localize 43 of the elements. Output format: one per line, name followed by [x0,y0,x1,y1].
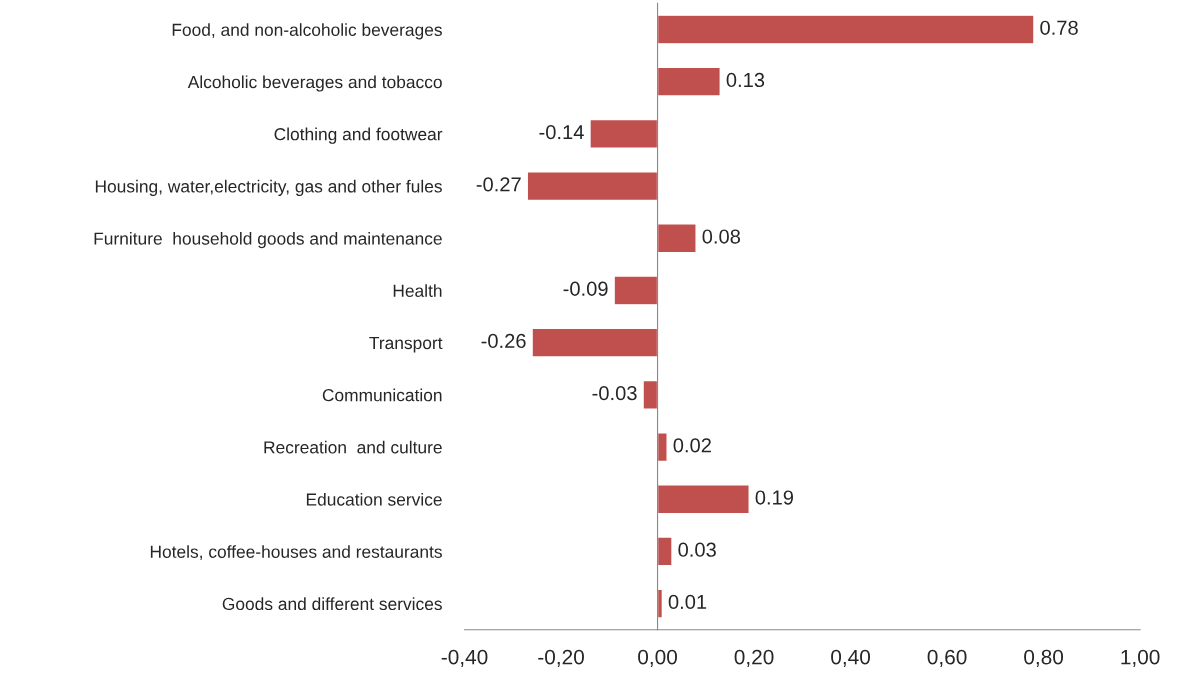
bar [613,275,659,306]
data-label: -0.09 [563,281,608,296]
x-tick-label: 0,20 [734,649,774,667]
y-tick-label: Education service [306,492,442,506]
x-tick-label: 1,00 [1121,649,1160,667]
y-tick-label: Housing, water,electricity, gas and other fules [95,179,442,196]
bar [656,484,750,515]
data-label: 0.19 [755,490,794,505]
data-label: 0.78 [1040,20,1078,35]
y-tick-label: Food, and non-alcoholic beverages [172,23,442,40]
x-tick-label: 0,00 [638,649,678,667]
bar [656,432,668,463]
y-tick-label: Goods and different services [222,597,442,611]
bar [531,327,659,358]
data-label: 0.13 [726,72,765,88]
x-tick-label: -0,20 [538,649,584,667]
y-tick-label: Health [393,284,442,297]
bar [656,14,1035,45]
y-tick-label: Recreation and culture [264,440,442,454]
y-tick-label: Hotels, coffee-houses and restaurants [150,545,442,560]
data-label: 0.08 [702,229,741,244]
y-tick-label: Communication [322,388,442,402]
y-tick-label: Transport [369,337,443,353]
bar [642,379,659,410]
bar [656,223,697,254]
y-tick-label: Clothing and footwear [274,127,443,144]
bar [656,536,673,567]
bar [589,118,659,149]
x-tick-label: -0,40 [441,649,488,667]
bar [526,171,659,202]
y-tick-label: Furniture household goods and maintenance [94,231,442,249]
data-label: -0.14 [539,125,584,140]
data-label: -0.03 [592,386,637,401]
x-tick-label: 0,60 [927,649,967,667]
x-tick-label: 0,80 [1024,649,1064,667]
data-label: 0.02 [673,438,711,453]
bar [656,66,721,97]
x-tick-label: 0,40 [831,649,871,667]
data-label: -0.26 [481,333,526,349]
data-label: 0.01 [668,594,707,610]
data-label: -0.27 [476,177,521,192]
y-tick-label: Alcoholic beverages and tobacco [187,75,442,92]
data-label: 0.03 [678,542,716,557]
